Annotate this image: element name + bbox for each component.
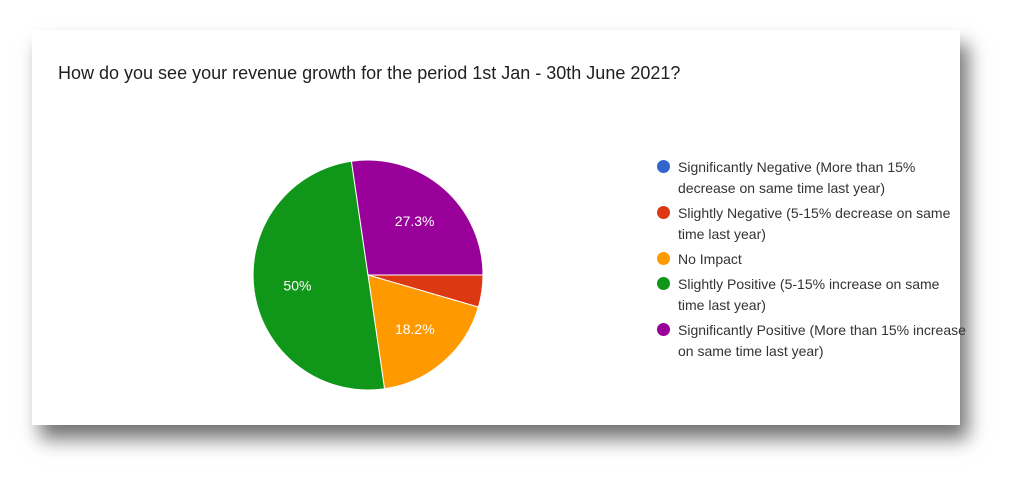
legend: Significantly Negative (More than 15% de… bbox=[657, 157, 967, 366]
legend-swatch-icon bbox=[657, 206, 670, 219]
legend-swatch-icon bbox=[657, 277, 670, 290]
legend-item[interactable]: Significantly Negative (More than 15% de… bbox=[657, 157, 967, 199]
legend-label: Slightly Positive (5-15% increase on sam… bbox=[678, 276, 940, 313]
legend-label: Significantly Positive (More than 15% in… bbox=[678, 322, 966, 359]
legend-item[interactable]: No Impact bbox=[657, 249, 967, 270]
slice-data-label: 18.2% bbox=[395, 321, 435, 337]
legend-swatch-icon bbox=[657, 160, 670, 173]
slice-data-label: 27.3% bbox=[395, 213, 435, 229]
legend-label: Significantly Negative (More than 15% de… bbox=[678, 159, 916, 196]
legend-item[interactable]: Slightly Negative (5-15% decrease on sam… bbox=[657, 203, 967, 245]
legend-label: No Impact bbox=[678, 251, 742, 267]
legend-item[interactable]: Slightly Positive (5-15% increase on sam… bbox=[657, 274, 967, 316]
pie-slice[interactable] bbox=[252, 160, 386, 391]
legend-swatch-icon bbox=[657, 323, 670, 336]
pie-slice[interactable] bbox=[367, 274, 480, 390]
legend-swatch-icon bbox=[657, 252, 670, 265]
slice-data-label: 50% bbox=[283, 277, 311, 293]
chart-title: How do you see your revenue growth for t… bbox=[58, 63, 681, 83]
chart-card: How do you see your revenue growth for t… bbox=[32, 30, 966, 425]
legend-label: Slightly Negative (5-15% decrease on sam… bbox=[678, 205, 951, 242]
legend-item[interactable]: Significantly Positive (More than 15% in… bbox=[657, 320, 967, 362]
pie-chart: 18.2% 50% 27.3% bbox=[252, 159, 484, 391]
pie-slice[interactable] bbox=[350, 159, 484, 276]
